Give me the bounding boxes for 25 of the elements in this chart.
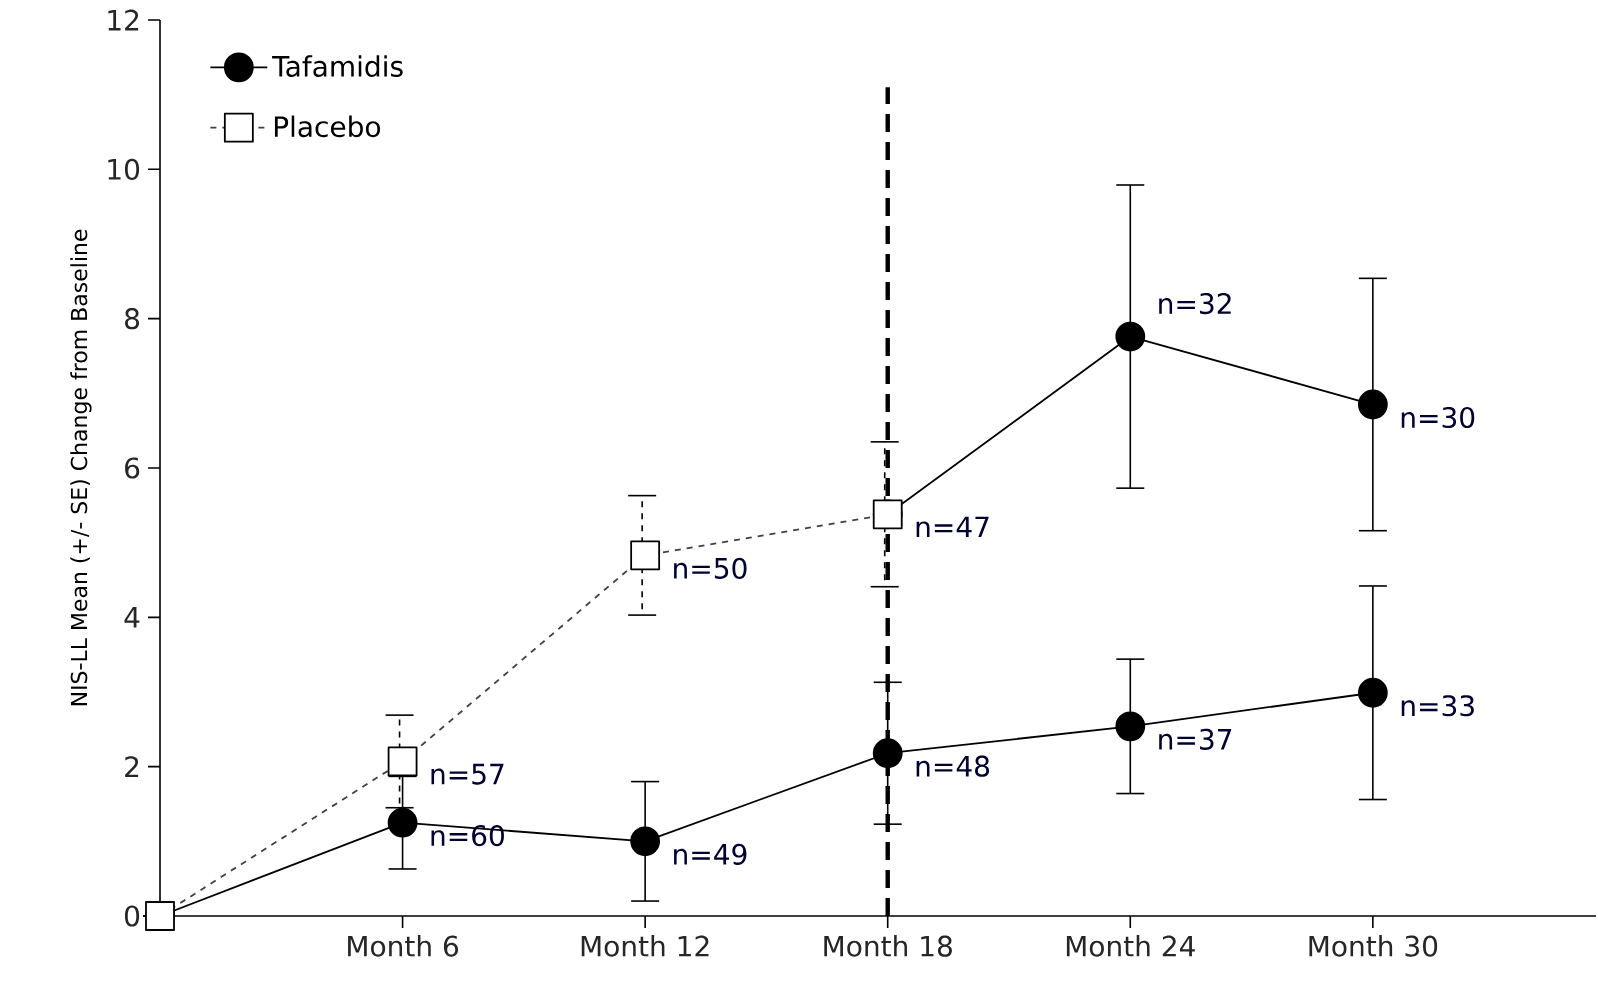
y-tick-label: 12: [108, 9, 139, 31]
legend-label: Tafamidis: [272, 55, 403, 77]
annotation: n=50: [674, 557, 747, 579]
x-tick-label: Month 24: [1066, 935, 1195, 957]
x-tick-label: Month 30: [1309, 935, 1438, 957]
annotation: n=33: [1401, 695, 1474, 717]
y-axis-title: NIS-LL Mean (+/- SE) Change from Baseline: [70, 229, 92, 706]
annotation: n=49: [674, 843, 747, 865]
y-tick-label: 8: [125, 308, 140, 330]
y-tick-label: 10: [108, 158, 140, 180]
x-tick-label: Month 12: [581, 935, 709, 957]
annotation: n=37: [1159, 728, 1232, 750]
x-tick-label: Month 6: [348, 935, 459, 957]
y-tick-label: 0: [124, 905, 140, 927]
x-tick-label: Month 18: [824, 935, 952, 957]
annotation: n=60: [431, 825, 504, 847]
annotation: n=30: [1401, 406, 1475, 429]
y-tick-label: 4: [124, 607, 140, 628]
legend-label: Placebo: [274, 115, 381, 138]
annotation: n=48: [916, 755, 990, 777]
y-tick-label: 2: [125, 756, 139, 778]
annotation: n=47: [916, 516, 989, 538]
annotation: n=32: [1159, 292, 1231, 315]
annotation: n=57: [431, 763, 504, 785]
y-tick-label: 6: [125, 457, 140, 479]
